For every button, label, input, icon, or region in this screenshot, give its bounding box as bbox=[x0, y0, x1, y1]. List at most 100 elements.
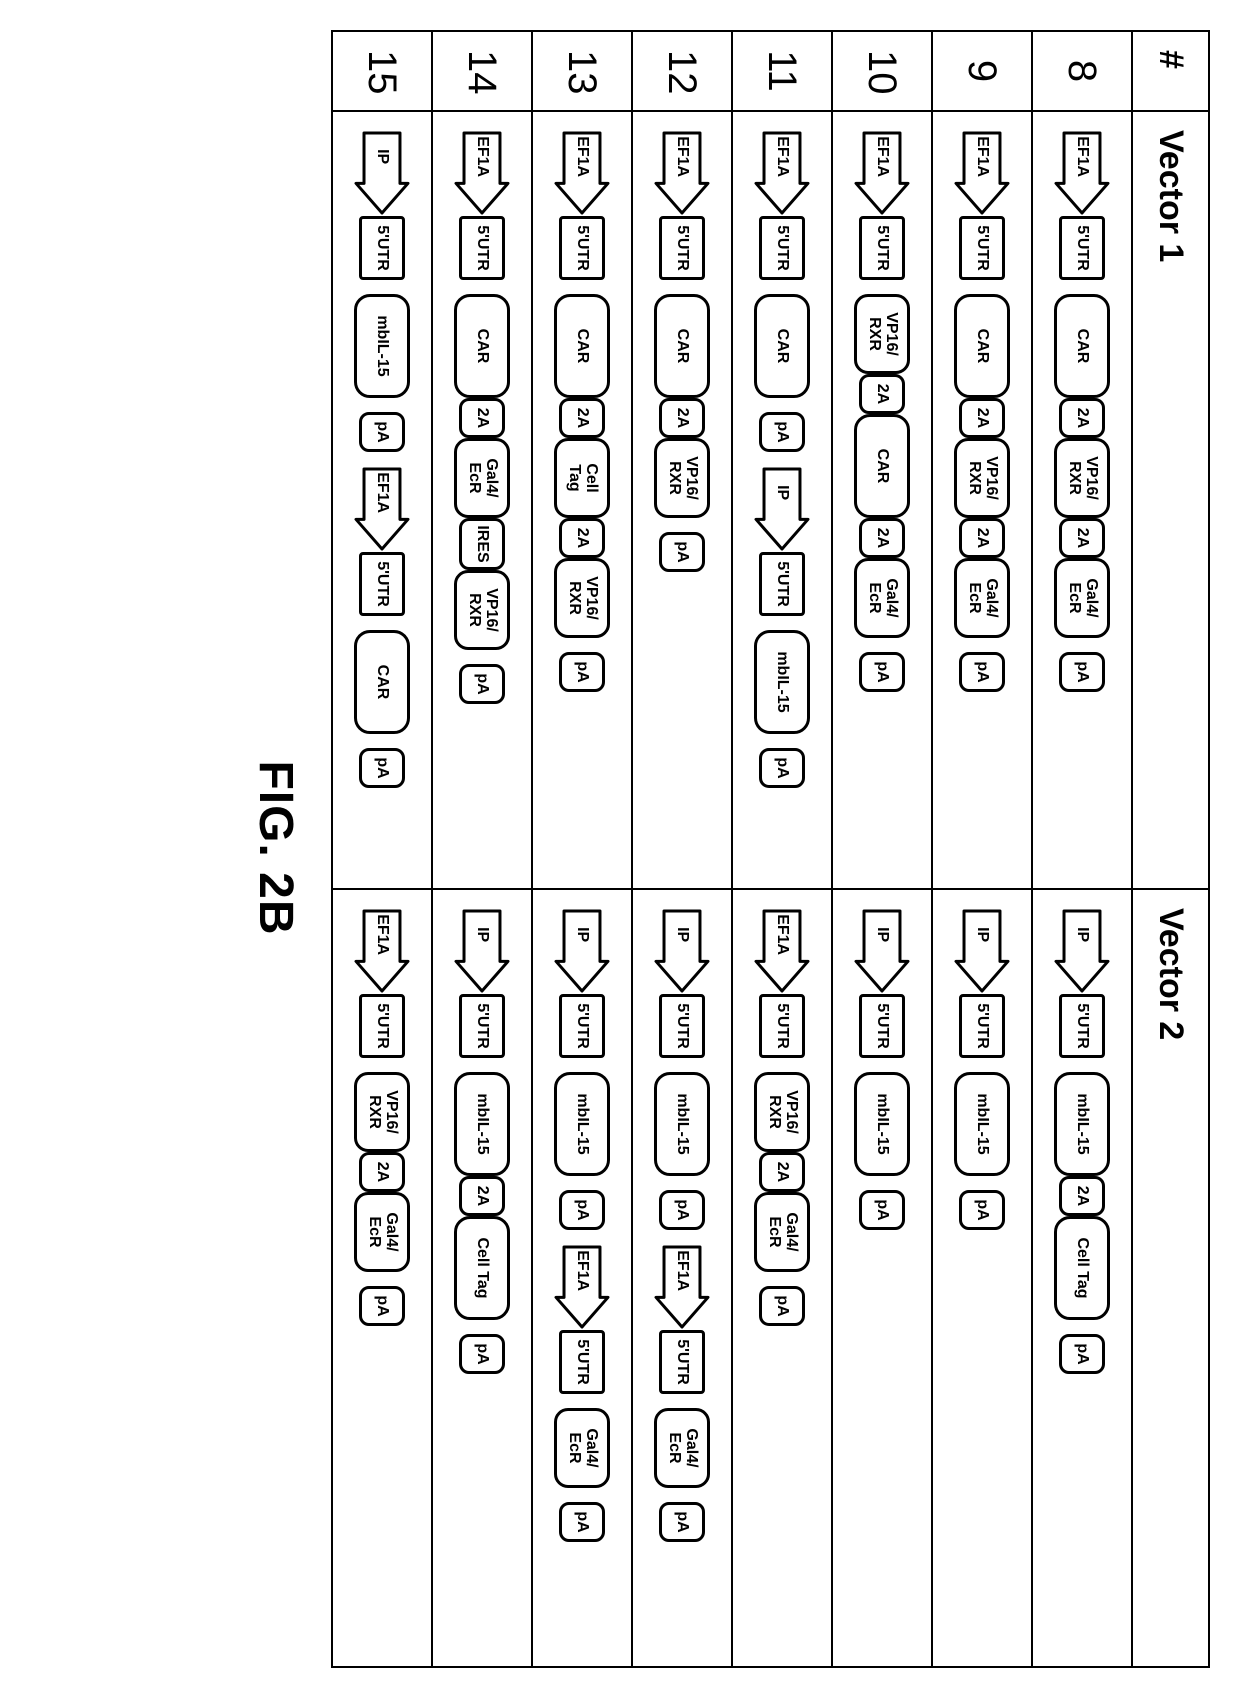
col-num-header: # bbox=[1132, 31, 1209, 111]
cassette-block: VP16/ RXR bbox=[454, 570, 510, 650]
cassette-block: 5'UTR bbox=[1059, 216, 1105, 280]
cassette-block: pA bbox=[1059, 1334, 1105, 1374]
cassette-row: EF1A5'UTRVP16/ RXR2AGal4/ EcRpA bbox=[353, 908, 411, 1648]
svg-text:EF1A: EF1A bbox=[374, 914, 391, 955]
row-number: 11 bbox=[732, 31, 832, 111]
row-number: 15 bbox=[332, 31, 432, 111]
vector-table: # Vector 1 Vector 2 8EF1A5'UTRCAR2AVP16/… bbox=[331, 30, 1210, 1668]
cassette-block: Gal4/ EcR bbox=[554, 1408, 610, 1488]
svg-text:EF1A: EF1A bbox=[774, 136, 791, 177]
cassette-block: CAR bbox=[754, 294, 810, 398]
vector-2-cell: EF1A5'UTRVP16/ RXR2AGal4/ EcRpA bbox=[332, 889, 432, 1667]
promoter-arrow: EF1A bbox=[453, 130, 511, 216]
svg-text:EF1A: EF1A bbox=[674, 136, 691, 177]
cassette-block: 5'UTR bbox=[559, 994, 605, 1058]
cassette-block: pA bbox=[1059, 652, 1105, 692]
svg-text:IP: IP bbox=[974, 927, 991, 942]
cassette-block: 5'UTR bbox=[759, 552, 805, 616]
cassette-block: Cell Tag bbox=[1054, 1216, 1110, 1320]
promoter-arrow: IP bbox=[653, 908, 711, 994]
vector-2-cell: IP5'UTRmbIL-15pAEF1A5'UTRGal4/ EcRpA bbox=[532, 889, 632, 1667]
vector-2-cell: IP5'UTRmbIL-152ACell TagpA bbox=[432, 889, 532, 1667]
cassette-block: Gal4/ EcR bbox=[354, 1192, 410, 1272]
row-number: 12 bbox=[632, 31, 732, 111]
cassette-block: Cell Tag bbox=[454, 1216, 510, 1320]
cassette-row: EF1A5'UTRVP16/ RXR2ACAR2AGal4/ EcRpA bbox=[853, 130, 911, 870]
cassette-block: 2A bbox=[959, 398, 1005, 438]
vector-1-cell: EF1A5'UTRCAR2AVP16/ RXR2AGal4/ EcRpA bbox=[932, 111, 1032, 889]
cassette-row: EF1A5'UTRCAR2AVP16/ RXRpA bbox=[653, 130, 711, 870]
vector-1-cell: EF1A5'UTRCAR2ACell Tag2AVP16/ RXRpA bbox=[532, 111, 632, 889]
cassette-block: 5'UTR bbox=[759, 216, 805, 280]
svg-text:EF1A: EF1A bbox=[1074, 136, 1091, 177]
table-row: 9EF1A5'UTRCAR2AVP16/ RXR2AGal4/ EcRpAIP5… bbox=[932, 31, 1032, 1667]
row-number: 9 bbox=[932, 31, 1032, 111]
cassette-row: EF1A5'UTRCAR2AVP16/ RXR2AGal4/ EcRpA bbox=[1053, 130, 1111, 870]
cassette-block: IRES bbox=[459, 518, 505, 570]
vector-1-cell: EF1A5'UTRCAR2AVP16/ RXRpA bbox=[632, 111, 732, 889]
col-v2-header: Vector 2 bbox=[1132, 889, 1209, 1667]
cassette-block: 5'UTR bbox=[359, 216, 405, 280]
cassette-block: mbIL-15 bbox=[654, 1072, 710, 1176]
cassette-block: pA bbox=[659, 1190, 705, 1230]
cassette-block: Gal4/ EcR bbox=[754, 1192, 810, 1272]
vector-1-cell: EF1A5'UTRCAR2AVP16/ RXR2AGal4/ EcRpA bbox=[1032, 111, 1132, 889]
figure-caption: FIG. 2B bbox=[248, 30, 303, 1666]
cassette-block: mbIL-15 bbox=[354, 294, 410, 398]
cassette-row: EF1A5'UTRCARpAIP5'UTRmbIL-15pA bbox=[753, 130, 811, 870]
cassette-block: CAR bbox=[1054, 294, 1110, 398]
cassette-block: VP16/ RXR bbox=[754, 1072, 810, 1152]
cassette-block: CAR bbox=[354, 630, 410, 734]
promoter-arrow: EF1A bbox=[353, 908, 411, 994]
svg-text:EF1A: EF1A bbox=[674, 1250, 691, 1291]
vector-1-cell: EF1A5'UTRVP16/ RXR2ACAR2AGal4/ EcRpA bbox=[832, 111, 932, 889]
cassette-row: IP5'UTRmbIL-152ACell TagpA bbox=[1053, 908, 1111, 1648]
cassette-row: IP5'UTRmbIL-15pAEF1A5'UTRGal4/ EcRpA bbox=[553, 908, 611, 1648]
svg-text:EF1A: EF1A bbox=[974, 136, 991, 177]
cassette-block: Gal4/ EcR bbox=[954, 558, 1010, 638]
cassette-block: 2A bbox=[559, 398, 605, 438]
cassette-block: pA bbox=[359, 1286, 405, 1326]
cassette-block: pA bbox=[359, 748, 405, 788]
svg-text:EF1A: EF1A bbox=[374, 472, 391, 513]
cassette-block: Gal4/ EcR bbox=[654, 1408, 710, 1488]
promoter-arrow: IP bbox=[553, 908, 611, 994]
cassette-row: IP5'UTRmbIL-15pA bbox=[853, 908, 911, 1648]
svg-text:EF1A: EF1A bbox=[574, 136, 591, 177]
cassette-block: mbIL-15 bbox=[1054, 1072, 1110, 1176]
cassette-block: Gal4/ EcR bbox=[854, 558, 910, 638]
cassette-block: 2A bbox=[1059, 398, 1105, 438]
vector-2-cell: IP5'UTRmbIL-15pA bbox=[932, 889, 1032, 1667]
cassette-block: pA bbox=[559, 652, 605, 692]
cassette-block: 2A bbox=[1059, 1176, 1105, 1216]
cassette-block: pA bbox=[859, 1190, 905, 1230]
cassette-block: pA bbox=[959, 652, 1005, 692]
cassette-block: CAR bbox=[954, 294, 1010, 398]
cassette-block: 2A bbox=[959, 518, 1005, 558]
promoter-arrow: IP bbox=[953, 908, 1011, 994]
cassette-row: IP5'UTRmbIL-152ACell TagpA bbox=[453, 908, 511, 1648]
cassette-row: IP5'UTRmbIL-15pA bbox=[953, 908, 1011, 1648]
cassette-block: pA bbox=[759, 412, 805, 452]
cassette-block: 2A bbox=[759, 1152, 805, 1192]
promoter-arrow: IP bbox=[1053, 908, 1111, 994]
cassette-block: pA bbox=[659, 1502, 705, 1542]
cassette-row: IP5'UTRmbIL-15pAEF1A5'UTRCARpA bbox=[353, 130, 411, 870]
cassette-block: 5'UTR bbox=[659, 1330, 705, 1394]
cassette-block: Gal4/ EcR bbox=[454, 438, 510, 518]
table-row: 14EF1A5'UTRCAR2AGal4/ EcRIRESVP16/ RXRpA… bbox=[432, 31, 532, 1667]
cassette-block: mbIL-15 bbox=[954, 1072, 1010, 1176]
col-v1-header: Vector 1 bbox=[1132, 111, 1209, 889]
cassette-row: EF1A5'UTRCAR2AGal4/ EcRIRESVP16/ RXRpA bbox=[453, 130, 511, 870]
cassette-block: Gal4/ EcR bbox=[1054, 558, 1110, 638]
cassette-block: CAR bbox=[454, 294, 510, 398]
promoter-arrow: IP bbox=[453, 908, 511, 994]
cassette-block: CAR bbox=[654, 294, 710, 398]
promoter-arrow: IP bbox=[353, 130, 411, 216]
cassette-block: 5'UTR bbox=[559, 1330, 605, 1394]
svg-text:EF1A: EF1A bbox=[774, 914, 791, 955]
cassette-block: VP16/ RXR bbox=[954, 438, 1010, 518]
cassette-block: 5'UTR bbox=[359, 552, 405, 616]
promoter-arrow: EF1A bbox=[753, 130, 811, 216]
cassette-block: pA bbox=[459, 664, 505, 704]
